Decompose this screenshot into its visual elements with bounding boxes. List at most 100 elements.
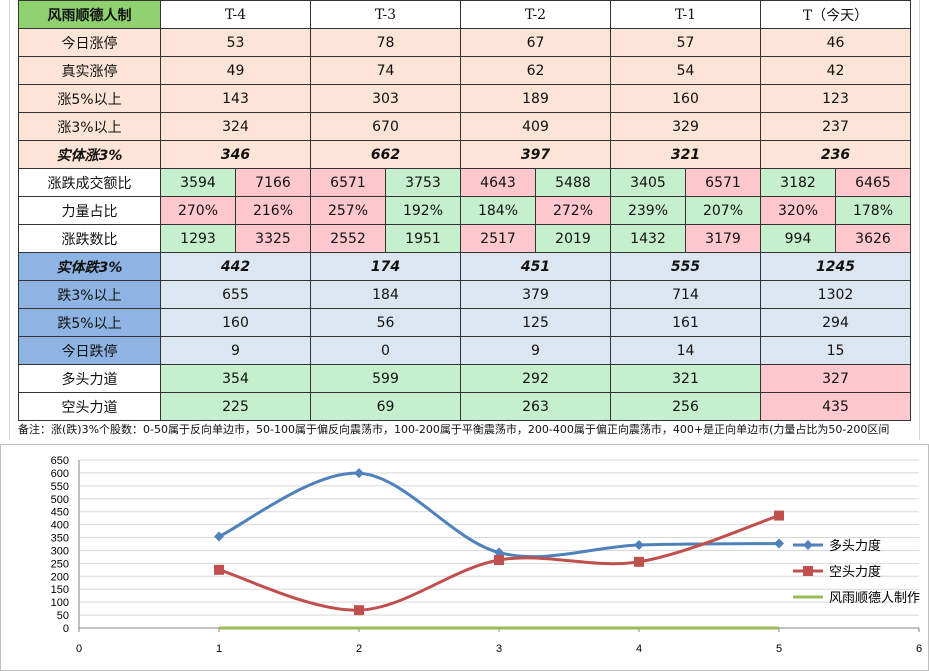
- value-cell[interactable]: 655: [160, 280, 311, 309]
- pair-cell[interactable]: 239%: [610, 196, 686, 225]
- value-cell[interactable]: 451: [460, 252, 611, 281]
- value-cell[interactable]: 74: [310, 56, 461, 85]
- row-label[interactable]: 力量占比: [18, 196, 161, 225]
- pair-cell[interactable]: 3626: [835, 224, 911, 253]
- value-cell[interactable]: 442: [160, 252, 311, 281]
- value-cell[interactable]: 292: [460, 364, 611, 393]
- header-t-2[interactable]: T-2: [460, 0, 611, 29]
- value-cell[interactable]: 327: [760, 364, 911, 393]
- value-cell[interactable]: 9: [460, 336, 611, 365]
- value-cell[interactable]: 62: [460, 56, 611, 85]
- value-cell[interactable]: 263: [460, 392, 611, 421]
- row-label[interactable]: 涨跌数比: [18, 224, 161, 253]
- pair-cell[interactable]: 6465: [835, 168, 911, 197]
- value-cell[interactable]: 160: [610, 84, 761, 113]
- value-cell[interactable]: 143: [160, 84, 311, 113]
- pair-cell[interactable]: 184%: [460, 196, 536, 225]
- pair-cell[interactable]: 3594: [160, 168, 236, 197]
- value-cell[interactable]: 14: [610, 336, 761, 365]
- value-cell[interactable]: 56: [310, 308, 461, 337]
- row-label[interactable]: 实体跌3%: [18, 252, 161, 281]
- pair-cell[interactable]: 257%: [310, 196, 386, 225]
- pair-cell[interactable]: 2019: [535, 224, 611, 253]
- value-cell[interactable]: 184: [310, 280, 461, 309]
- pair-cell[interactable]: 272%: [535, 196, 611, 225]
- pair-cell[interactable]: 3182: [760, 168, 836, 197]
- header-t-1[interactable]: T-1: [610, 0, 761, 29]
- value-cell[interactable]: 161: [610, 308, 761, 337]
- pair-cell[interactable]: 6571: [685, 168, 761, 197]
- value-cell[interactable]: 329: [610, 112, 761, 141]
- table-title[interactable]: 风雨顺德人制: [18, 0, 161, 29]
- pair-cell[interactable]: 178%: [835, 196, 911, 225]
- pair-cell[interactable]: 2517: [460, 224, 536, 253]
- value-cell[interactable]: 237: [760, 112, 911, 141]
- header-t-3[interactable]: T-3: [310, 0, 461, 29]
- value-cell[interactable]: 57: [610, 28, 761, 57]
- pair-cell[interactable]: 3405: [610, 168, 686, 197]
- row-label[interactable]: 跌3%以上: [18, 280, 161, 309]
- value-cell[interactable]: 9: [160, 336, 311, 365]
- pair-cell[interactable]: 6571: [310, 168, 386, 197]
- value-cell[interactable]: 78: [310, 28, 461, 57]
- value-cell[interactable]: 42: [760, 56, 911, 85]
- pair-cell[interactable]: 1951: [385, 224, 461, 253]
- value-cell[interactable]: 662: [310, 140, 461, 169]
- row-label[interactable]: 今日涨停: [18, 28, 161, 57]
- value-cell[interactable]: 67: [460, 28, 611, 57]
- value-cell[interactable]: 435: [760, 392, 911, 421]
- value-cell[interactable]: 324: [160, 112, 311, 141]
- value-cell[interactable]: 397: [460, 140, 611, 169]
- row-label[interactable]: 空头力道: [18, 392, 161, 421]
- pair-cell[interactable]: 3325: [235, 224, 311, 253]
- row-label[interactable]: 涨跌成交额比: [18, 168, 161, 197]
- value-cell[interactable]: 1302: [760, 280, 911, 309]
- row-label[interactable]: 跌5%以上: [18, 308, 161, 337]
- pair-cell[interactable]: 3753: [385, 168, 461, 197]
- value-cell[interactable]: 599: [310, 364, 461, 393]
- row-label[interactable]: 真实涨停: [18, 56, 161, 85]
- value-cell[interactable]: 321: [610, 364, 761, 393]
- remark-note[interactable]: 备注：涨(跌)3%个股数：0-50属于反向单边市，50-100属于偏反向震荡市，…: [18, 423, 890, 436]
- value-cell[interactable]: 256: [610, 392, 761, 421]
- value-cell[interactable]: 54: [610, 56, 761, 85]
- value-cell[interactable]: 123: [760, 84, 911, 113]
- force-line-chart[interactable]: 0501001502002503003504004505005506006500…: [0, 444, 929, 671]
- value-cell[interactable]: 555: [610, 252, 761, 281]
- pair-cell[interactable]: 2552: [310, 224, 386, 253]
- value-cell[interactable]: 321: [610, 140, 761, 169]
- row-label[interactable]: 涨3%以上: [18, 112, 161, 141]
- value-cell[interactable]: 49: [160, 56, 311, 85]
- value-cell[interactable]: 225: [160, 392, 311, 421]
- header-t-4[interactable]: T-4: [160, 0, 311, 29]
- pair-cell[interactable]: 216%: [235, 196, 311, 225]
- pair-cell[interactable]: 1432: [610, 224, 686, 253]
- pair-cell[interactable]: 192%: [385, 196, 461, 225]
- value-cell[interactable]: 346: [160, 140, 311, 169]
- value-cell[interactable]: 69: [310, 392, 461, 421]
- value-cell[interactable]: 409: [460, 112, 611, 141]
- row-label[interactable]: 多头力道: [18, 364, 161, 393]
- value-cell[interactable]: 15: [760, 336, 911, 365]
- value-cell[interactable]: 189: [460, 84, 611, 113]
- pair-cell[interactable]: 270%: [160, 196, 236, 225]
- value-cell[interactable]: 46: [760, 28, 911, 57]
- value-cell[interactable]: 294: [760, 308, 911, 337]
- value-cell[interactable]: 236: [760, 140, 911, 169]
- value-cell[interactable]: 125: [460, 308, 611, 337]
- pair-cell[interactable]: 207%: [685, 196, 761, 225]
- value-cell[interactable]: 354: [160, 364, 311, 393]
- value-cell[interactable]: 670: [310, 112, 461, 141]
- value-cell[interactable]: 0: [310, 336, 461, 365]
- row-label[interactable]: 实体涨3%: [18, 140, 161, 169]
- pair-cell[interactable]: 7166: [235, 168, 311, 197]
- value-cell[interactable]: 303: [310, 84, 461, 113]
- value-cell[interactable]: 1245: [760, 252, 911, 281]
- pair-cell[interactable]: 1293: [160, 224, 236, 253]
- value-cell[interactable]: 160: [160, 308, 311, 337]
- header-t-today[interactable]: T（今天）: [760, 0, 911, 29]
- value-cell[interactable]: 714: [610, 280, 761, 309]
- pair-cell[interactable]: 5488: [535, 168, 611, 197]
- value-cell[interactable]: 174: [310, 252, 461, 281]
- value-cell[interactable]: 53: [160, 28, 311, 57]
